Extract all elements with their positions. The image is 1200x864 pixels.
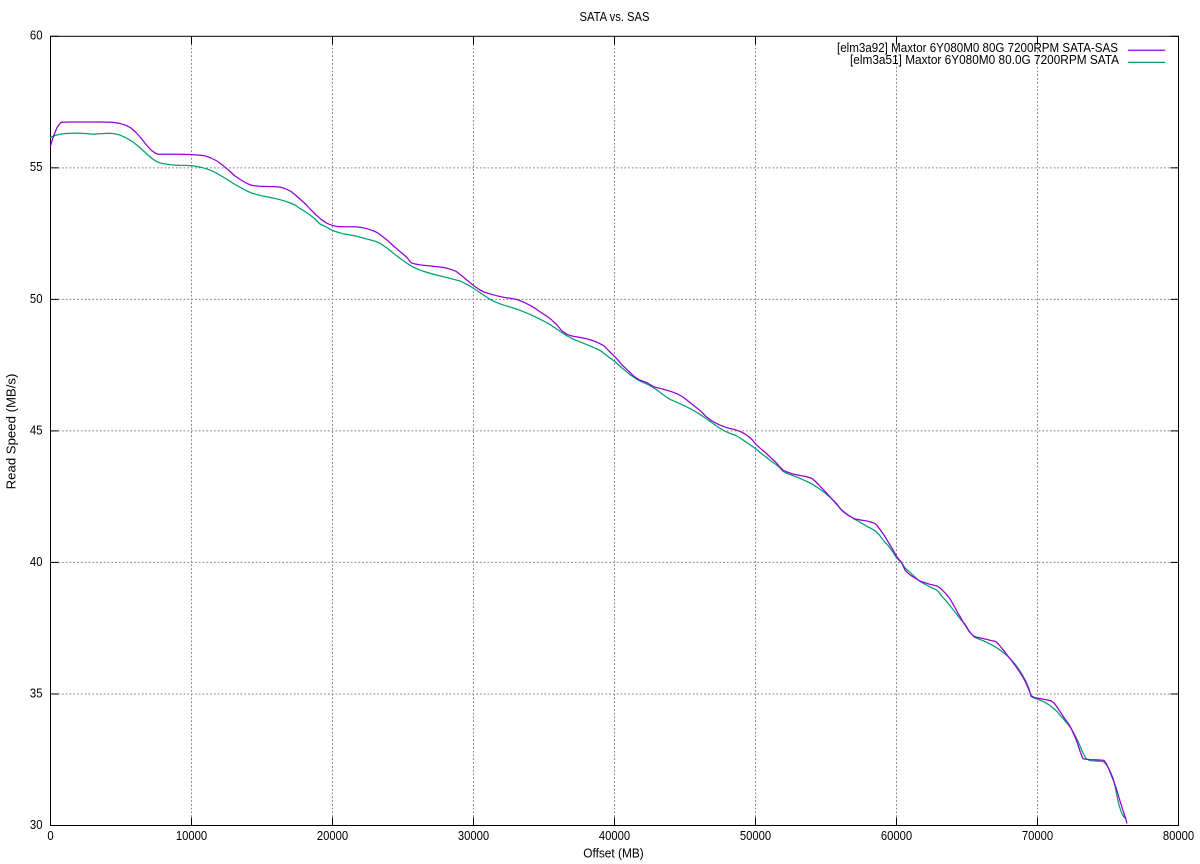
svg-text:40: 40 xyxy=(30,555,43,569)
svg-text:55: 55 xyxy=(30,160,43,174)
svg-text:40000: 40000 xyxy=(599,829,630,843)
svg-text:Read Speed (MB/s): Read Speed (MB/s) xyxy=(5,374,19,490)
svg-text:60: 60 xyxy=(30,29,43,43)
svg-text:80000: 80000 xyxy=(1163,829,1194,843)
svg-text:0: 0 xyxy=(47,829,53,843)
svg-text:Offset (MB): Offset (MB) xyxy=(583,847,644,861)
svg-text:50: 50 xyxy=(30,292,43,306)
svg-text:35: 35 xyxy=(30,686,43,700)
svg-text:30: 30 xyxy=(30,818,43,832)
svg-text:45: 45 xyxy=(30,423,43,437)
svg-text:60000: 60000 xyxy=(881,829,912,843)
svg-text:[elm3a92] Maxtor 6Y080M0 80G 7: [elm3a92] Maxtor 6Y080M0 80G 7200RPM SAT… xyxy=(837,41,1118,55)
svg-text:30000: 30000 xyxy=(458,829,489,843)
svg-text:[elm3a51] Maxtor 6Y080M0 80.0G: [elm3a51] Maxtor 6Y080M0 80.0G 7200RPM S… xyxy=(850,53,1120,67)
svg-text:70000: 70000 xyxy=(1022,829,1053,843)
svg-text:10000: 10000 xyxy=(176,829,207,843)
svg-text:50000: 50000 xyxy=(740,829,771,843)
svg-text:SATA vs. SAS: SATA vs. SAS xyxy=(580,9,650,24)
svg-text:20000: 20000 xyxy=(317,829,348,843)
